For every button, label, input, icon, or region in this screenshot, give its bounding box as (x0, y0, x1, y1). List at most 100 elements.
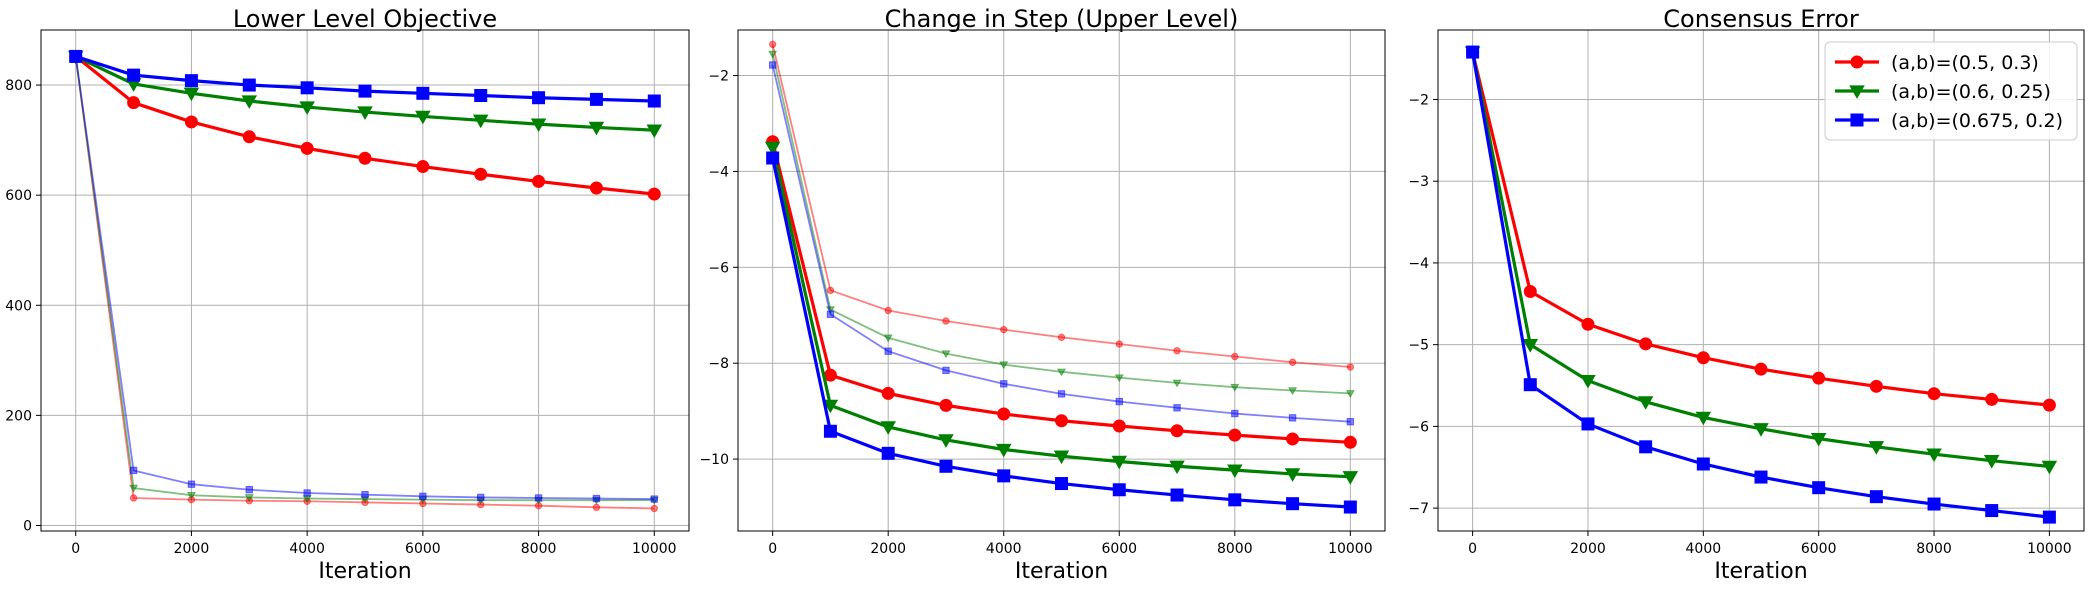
data-point (592, 503, 601, 512)
data-point (534, 494, 543, 502)
data-point (650, 495, 658, 503)
series-line (74, 56, 655, 502)
x-tick-label: 10000 (2027, 541, 2072, 557)
data-point (1284, 468, 1301, 482)
x-tick-label: 4000 (1686, 541, 1722, 557)
data-point (186, 491, 196, 500)
x-tick-label: 6000 (1101, 541, 1137, 557)
y-tick-label: −5 (1408, 338, 1429, 354)
data-point (650, 504, 658, 513)
data-point (1522, 338, 1539, 353)
x-tick-label: 8000 (1916, 541, 1952, 557)
data-point (881, 446, 895, 460)
data-point (183, 87, 200, 102)
data-point (1639, 440, 1653, 454)
data-point (1173, 404, 1181, 412)
data-point (1581, 417, 1595, 431)
data-point (244, 494, 254, 503)
data-point (1227, 464, 1243, 479)
data-point (592, 494, 601, 503)
data-point (1112, 419, 1126, 433)
faint-series-5 (72, 52, 658, 503)
data-point (822, 399, 839, 414)
data-point (69, 49, 83, 63)
data-point (1053, 450, 1070, 465)
data-point (1057, 390, 1066, 398)
data-point (1056, 368, 1067, 377)
data-point (826, 286, 835, 295)
data-point (881, 386, 895, 400)
data-point (1288, 387, 1298, 396)
x-tick-label: 8000 (521, 541, 557, 557)
x-tick-label: 4000 (986, 541, 1022, 557)
data-point (826, 310, 835, 318)
data-point (942, 317, 950, 325)
data-point (1288, 358, 1297, 366)
data-point (1695, 411, 1712, 426)
data-point (2041, 460, 2058, 475)
data-point (1170, 424, 1184, 438)
data-point (1639, 337, 1653, 351)
y-tick-label: 200 (5, 408, 32, 424)
x-tick-label: 6000 (1801, 541, 1837, 557)
data-point (1169, 460, 1185, 475)
data-point (358, 84, 372, 98)
data-point (532, 91, 546, 105)
data-point (588, 121, 605, 136)
faint-series-5 (768, 61, 1355, 426)
data-point (358, 151, 372, 165)
data-point (1580, 374, 1596, 389)
data-point (474, 89, 488, 103)
data-point (416, 86, 430, 100)
data-point (1343, 500, 1357, 514)
data-point (1983, 455, 2000, 469)
data-point (474, 167, 488, 181)
legend-label: (a,b)=(0.675, 0.2) (1891, 110, 2063, 132)
faint-series-3 (768, 40, 1355, 371)
data-point (647, 94, 661, 108)
data-point (242, 78, 256, 92)
data-point (477, 493, 485, 502)
data-point (1170, 488, 1184, 502)
series-line (74, 56, 655, 500)
data-point (880, 421, 896, 435)
chart-title: Change in Step (Upper Level) (885, 5, 1239, 33)
y-tick-label: −3 (1408, 174, 1429, 190)
data-point (1985, 504, 1999, 518)
x-tick-label: 0 (71, 541, 80, 557)
data-point (768, 40, 777, 49)
x-tick-label: 2000 (870, 541, 906, 557)
y-tick-label: −8 (708, 356, 729, 372)
data-point (766, 151, 780, 165)
data-point (1926, 448, 1942, 463)
legend: (a,b)=(0.5, 0.3) (a,b)=(0.6, 0.25) (a,b)=(… (1824, 41, 2078, 141)
legend-label: (a,b)=(0.5, 0.3) (1891, 52, 2039, 74)
data-point (1927, 497, 1941, 511)
data-point (303, 489, 311, 497)
data-point (1345, 390, 1355, 399)
data-point (1173, 347, 1181, 355)
y-tick-label: −2 (708, 69, 729, 85)
data-point (884, 306, 892, 315)
data-point (1111, 455, 1128, 470)
data-point (184, 74, 198, 88)
panel-3: 0 2000 4000 6000 8000 10000 −7 −6 −5 −4 −3 −2 Consen… (1408, 5, 2085, 584)
data-point (997, 469, 1011, 483)
data-point (1055, 477, 1068, 491)
y-tick-label: −4 (1408, 256, 1429, 272)
x-axis-label: Iteration (318, 559, 411, 584)
data-point (1581, 317, 1595, 331)
data-point (2042, 398, 2056, 412)
data-point (1286, 432, 1300, 446)
legend-box (1824, 41, 2078, 141)
data-point (2042, 510, 2056, 524)
y-tick-label: 400 (5, 298, 32, 314)
data-point (1753, 423, 1769, 437)
chart-title: Lower Level Objective (233, 5, 497, 33)
data-point (883, 334, 893, 343)
faint-series-4 (71, 53, 659, 505)
data-point (1230, 383, 1240, 392)
data-point (1231, 409, 1239, 418)
data-point (1055, 414, 1068, 428)
data-point (999, 361, 1009, 370)
